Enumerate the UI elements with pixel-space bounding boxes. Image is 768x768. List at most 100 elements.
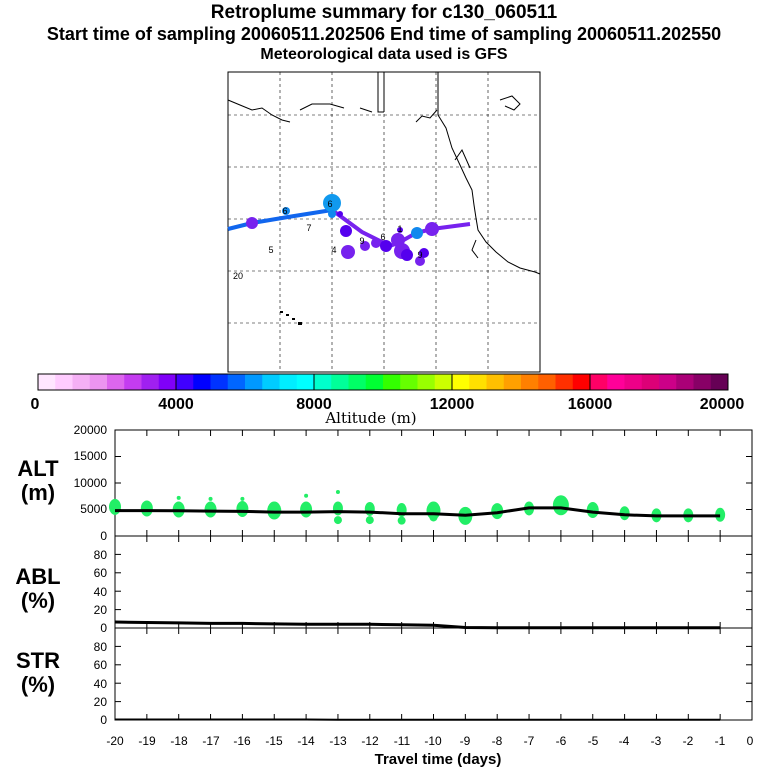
trajectory-day-labels: 6 6 7 5 4 20 9 6 1 9 <box>233 199 423 281</box>
colorbar-swatch <box>676 374 694 390</box>
map-point-label: 4 <box>331 245 336 255</box>
colorbar-swatch <box>417 374 436 390</box>
str-tick-label: 0 <box>100 713 107 727</box>
alt-label: ALT <box>17 456 59 481</box>
alt-lower-point <box>365 516 374 525</box>
alt-lower-point <box>397 516 406 525</box>
alt-lower-point <box>429 513 438 522</box>
colorbar-tick-label: 12000 <box>430 396 475 413</box>
x-tick-label: -15 <box>265 734 283 748</box>
colorbar-swatch <box>710 374 729 390</box>
map-point-label: 9 <box>417 250 422 260</box>
map-point-label: 6 <box>282 206 287 216</box>
panel-frames <box>114 429 753 721</box>
colorbar-swatch <box>296 374 315 390</box>
met-data-note: Meteorological data used is GFS <box>260 46 508 63</box>
alt-cluster-point <box>332 501 343 516</box>
alt-cluster-point <box>236 500 249 517</box>
colorbar-swatch <box>538 374 556 390</box>
colorbar-swatch <box>486 374 505 390</box>
colorbar-swatch <box>555 374 574 390</box>
alt-upper-point <box>208 496 213 501</box>
map-point-label: 6 <box>380 232 385 242</box>
colorbar-swatch <box>693 374 712 390</box>
colorbar-swatch <box>158 374 177 390</box>
alt-unit: (m) <box>21 480 55 505</box>
x-tick-label: -8 <box>492 734 503 748</box>
colorbar-swatch <box>176 374 194 390</box>
colorbar-swatch <box>227 374 246 390</box>
colorbar-swatch <box>452 374 470 390</box>
abl-fraction-line <box>114 620 721 630</box>
colorbar-tick-label: 16000 <box>568 396 613 413</box>
colorbar-tick-label: 20000 <box>700 396 745 413</box>
colorbar-swatch <box>262 374 280 390</box>
trajectory-cluster-dot <box>328 210 336 218</box>
alt-cluster-point <box>715 507 726 522</box>
x-tick-label: -10 <box>424 734 442 748</box>
colorbar-swatch <box>124 374 142 390</box>
x-tick-label: -1 <box>715 734 726 748</box>
x-tick-label: -17 <box>202 734 220 748</box>
map-point-label: 5 <box>268 245 273 255</box>
colorbar-swatch <box>279 374 298 390</box>
colorbar-swatch <box>641 374 660 390</box>
colorbar-tick-label: 4000 <box>158 396 194 413</box>
colorbar-swatch <box>72 374 91 390</box>
colorbar-swatch <box>383 374 401 390</box>
colorbar-swatch <box>55 374 73 390</box>
x-tick-label: -7 <box>524 734 535 748</box>
colorbar-swatch <box>314 374 332 390</box>
alt-cluster-point <box>140 500 153 517</box>
alt-upper-point <box>176 495 181 500</box>
abl-series <box>114 620 721 630</box>
x-tick-label: -6 <box>556 734 567 748</box>
abl-tick-label: 40 <box>94 585 108 599</box>
x-tick-label: -5 <box>588 734 599 748</box>
trajectory-cluster-dot <box>411 227 423 239</box>
alt-median-line <box>115 506 721 518</box>
colorbar-swatch <box>469 374 487 390</box>
alt-tick-label: 5000 <box>80 502 107 516</box>
trajectory-cluster-dot <box>397 227 403 233</box>
alt-upper-point <box>335 490 340 495</box>
trajectory-cluster-dot <box>401 249 413 261</box>
alt-upper-point <box>240 496 245 501</box>
str-tick-label: 80 <box>94 640 108 654</box>
x-tick-label: -16 <box>233 734 251 748</box>
str-tick-label: 40 <box>94 677 108 691</box>
alt-tick-label: 20000 <box>74 423 108 437</box>
colorbar-swatch <box>348 374 367 390</box>
x-tick-label: -14 <box>297 734 315 748</box>
sampling-times: Start time of sampling 20060511.202506 E… <box>46 24 722 44</box>
trajectory-cluster-dot <box>323 194 341 212</box>
abl-tick-label: 0 <box>100 621 107 635</box>
colorbar-title: Altitude (m) <box>324 409 416 427</box>
alt-tick-label: 0 <box>100 529 107 543</box>
colorbar-swatch <box>107 374 125 390</box>
str-unit: (%) <box>21 672 55 697</box>
x-axis-title: Travel time (days) <box>375 751 502 768</box>
colorbar-swatch <box>365 374 384 390</box>
map-gridlines <box>228 72 540 372</box>
str-label: STR <box>16 648 60 673</box>
page-title: Retroplume summary for c130_060511 <box>210 2 558 23</box>
alt-cluster-point <box>109 498 121 515</box>
alt-cluster-point <box>204 501 217 518</box>
colorbar-tick-label: 0 <box>31 396 40 413</box>
alt-lower-point <box>333 516 342 525</box>
colorbar-swatch <box>210 374 229 390</box>
abl-tick-label: 20 <box>94 603 108 617</box>
x-tick-label: -18 <box>170 734 188 748</box>
coastline <box>227 72 541 275</box>
colorbar-swatch <box>572 374 591 390</box>
abl-label: ABL <box>15 564 60 589</box>
trajectory-cluster-dot <box>360 241 370 251</box>
colorbar-swatch <box>624 374 643 390</box>
x-tick-label: -19 <box>138 734 156 748</box>
alt-cluster-point <box>586 502 599 519</box>
trajectory-cluster-dot <box>246 217 258 229</box>
colorbar-swatch <box>590 374 608 390</box>
trajectory-cluster-dot <box>337 211 343 217</box>
